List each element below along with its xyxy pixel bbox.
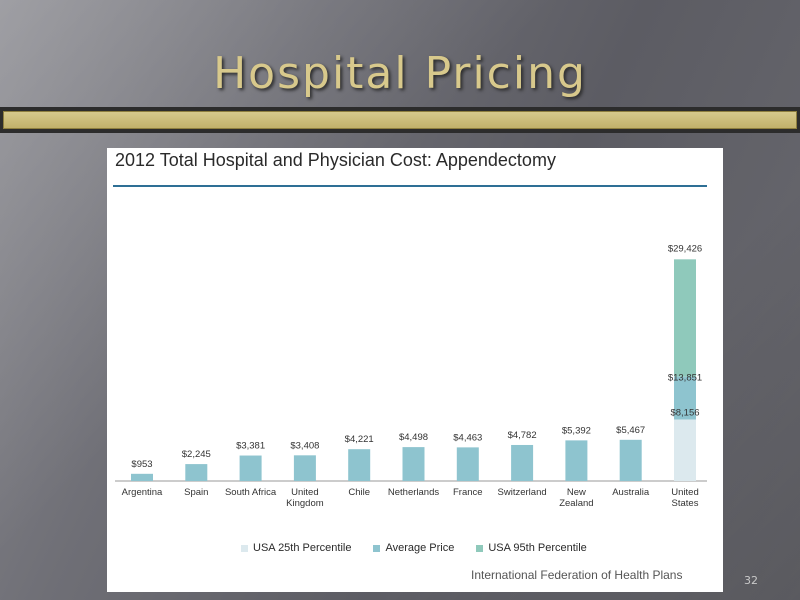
data-label-switzerland: $4,782 bbox=[508, 430, 537, 441]
bar-france bbox=[456, 447, 479, 481]
bar-chart: $953 Argentina $2,245 Spain $3,381 South Afri… bbox=[115, 243, 707, 509]
bar-us-p25-segment bbox=[674, 419, 696, 481]
data-label-argentina: $953 bbox=[131, 459, 152, 470]
bar-argentina bbox=[131, 473, 153, 481]
bar-new-zealand bbox=[565, 440, 588, 481]
tick-label-new-zealand: New Zealand bbox=[559, 487, 593, 509]
legend-item-p95: USA 95th Percentile bbox=[476, 542, 587, 554]
tick-label-australia: Australia bbox=[612, 487, 650, 498]
data-label-us-p95: $29,426 bbox=[668, 243, 702, 254]
legend-label-p95: USA 95th Percentile bbox=[488, 542, 587, 554]
data-label-south-africa: $3,381 bbox=[236, 441, 265, 452]
bar-us-average-segment bbox=[674, 376, 696, 420]
legend-item-p25: USA 25th Percentile bbox=[241, 542, 351, 554]
legend-label-p25: USA 25th Percentile bbox=[253, 542, 352, 554]
data-label-chile: $4,221 bbox=[345, 434, 374, 445]
bar-south-africa bbox=[239, 455, 262, 481]
tick-label-france: France bbox=[453, 487, 483, 498]
tick-label-netherlands: Netherlands bbox=[388, 487, 439, 498]
tick-label-switzerland: Switzerland bbox=[498, 487, 547, 498]
bar-switzerland bbox=[511, 444, 534, 481]
bar-australia bbox=[619, 439, 642, 481]
bar-netherlands bbox=[402, 447, 425, 481]
data-label-new-zealand: $5,392 bbox=[562, 425, 591, 436]
legend-swatch-average bbox=[373, 544, 381, 552]
bar-spain bbox=[185, 464, 208, 481]
legend-swatch-p95 bbox=[476, 544, 484, 552]
title-divider-fill bbox=[3, 111, 797, 129]
page-number: 32 bbox=[744, 574, 758, 587]
tick-label-argentina: Argentina bbox=[122, 487, 163, 498]
data-label-spain: $2,245 bbox=[182, 449, 211, 460]
slide-title: Hospital Pricing bbox=[213, 48, 587, 99]
source-credit: International Federation of Health Plans bbox=[471, 568, 683, 582]
tick-label-united-states: United States bbox=[671, 487, 698, 509]
data-label-united-kingdom: $3,408 bbox=[290, 440, 319, 451]
bar-us-p95-segment bbox=[674, 259, 696, 377]
tick-label-spain: Spain bbox=[184, 487, 208, 498]
data-label-netherlands: $4,498 bbox=[399, 432, 428, 443]
chart-title: 2012 Total Hospital and Physician Cost: … bbox=[115, 150, 556, 170]
tick-label-chile: Chile bbox=[348, 487, 370, 498]
chart-panel: 2012 Total Hospital and Physician Cost: … bbox=[107, 148, 723, 592]
legend-swatch-p25 bbox=[241, 544, 248, 552]
data-label-us-average: $13,851 bbox=[668, 373, 702, 384]
bar-united-kingdom bbox=[293, 455, 316, 481]
legend-item-average: Average Price bbox=[373, 542, 454, 554]
data-label-australia: $5,467 bbox=[616, 425, 645, 436]
data-label-france: $4,463 bbox=[453, 432, 482, 443]
title-divider-bar bbox=[0, 107, 800, 133]
chart-legend: USA 25th Percentile Average Price USA 95… bbox=[241, 542, 587, 554]
bar-chile bbox=[348, 449, 371, 481]
data-label-us-p25: $8,156 bbox=[670, 408, 699, 419]
tick-label-united-kingdom: United Kingdom bbox=[286, 487, 324, 509]
legend-label-average: Average Price bbox=[385, 542, 455, 554]
chart-title-rule bbox=[113, 185, 707, 187]
tick-label-south-africa: South Africa bbox=[225, 487, 277, 498]
